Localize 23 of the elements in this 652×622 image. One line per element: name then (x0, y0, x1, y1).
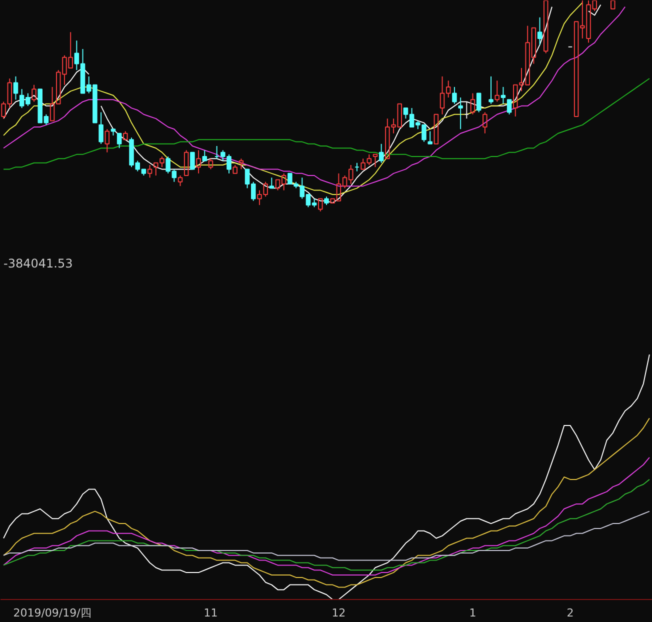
x-tick-label: 2 (566, 606, 574, 620)
x-tick-label: 2019/09/19/四 (13, 606, 92, 620)
candlestick (269, 177, 274, 189)
x-tick-label: 11 (204, 606, 218, 620)
candlestick (476, 92, 482, 113)
candlestick (110, 128, 116, 136)
candlestick (452, 86, 457, 104)
x-tick-label: 12 (332, 606, 346, 620)
candlestick (458, 97, 463, 130)
candlestick (488, 76, 494, 104)
candlestick (202, 150, 208, 162)
candlestick (184, 150, 189, 176)
candlestick (537, 16, 542, 46)
candlestick (190, 152, 195, 170)
candlestick (196, 150, 201, 174)
candlestick (372, 154, 378, 168)
text: -384041.53 (4, 256, 73, 270)
x-tick-label: 1 (469, 606, 476, 620)
candlestick (610, 0, 616, 10)
candlestick (428, 130, 432, 144)
candlestick (500, 86, 506, 104)
candlestick (434, 114, 439, 144)
candlestick (123, 130, 128, 140)
